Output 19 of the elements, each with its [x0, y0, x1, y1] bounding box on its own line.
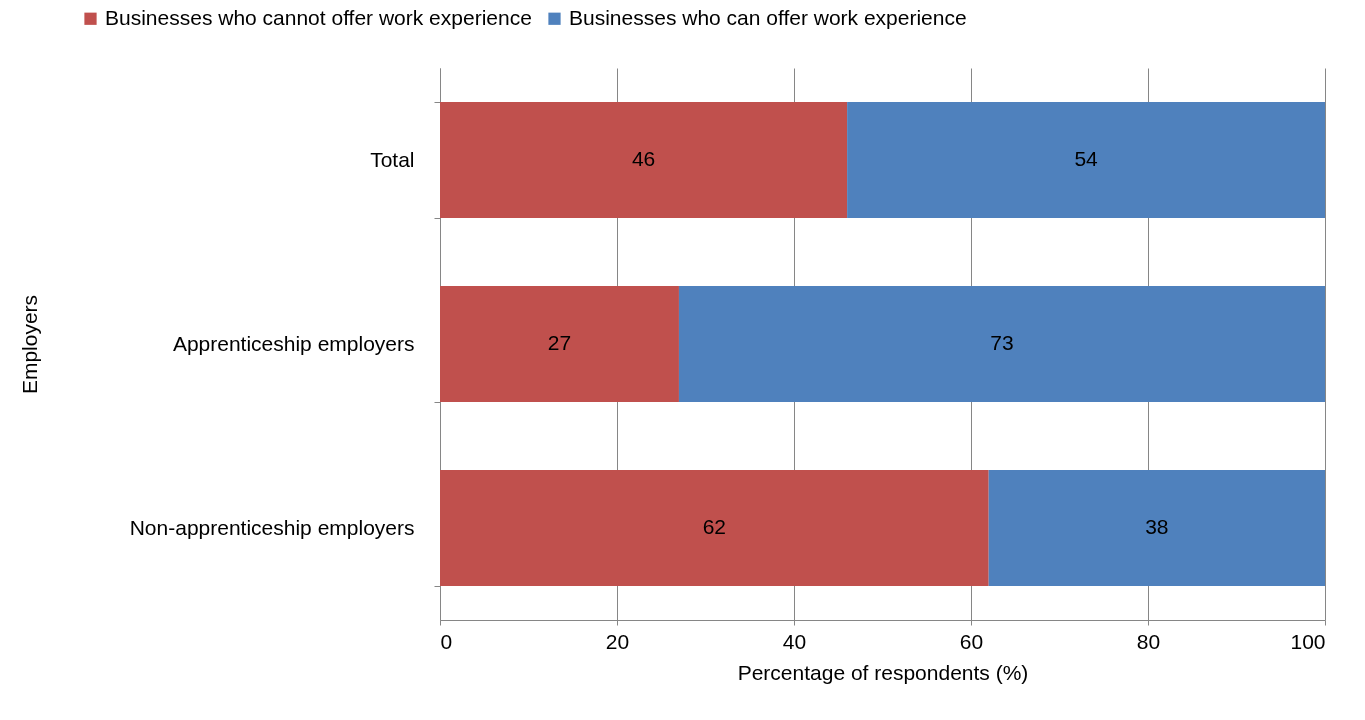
- data-label: 46: [631, 147, 656, 170]
- legend-label: Businesses who can offer work experience: [569, 5, 967, 29]
- data-label: 54: [1074, 147, 1099, 170]
- x-tick-label: 20: [605, 629, 630, 653]
- x-tick-label: 40: [782, 629, 807, 653]
- y-tick-label: Total: [370, 147, 415, 171]
- data-label: 73: [990, 331, 1014, 354]
- x-tick-label: 60: [959, 629, 984, 653]
- x-axis-title: Percentage of respondents (%): [737, 660, 1029, 684]
- y-tick-label: Non-apprenticeship employers: [129, 515, 415, 539]
- data-label: 27: [547, 331, 572, 354]
- data-label: 38: [1145, 515, 1169, 538]
- x-tick-label: 0: [440, 629, 453, 653]
- x-tick-label: 80: [1136, 629, 1161, 653]
- y-tick-label: Apprenticeship employers: [172, 331, 415, 355]
- data-label: 62: [702, 515, 727, 538]
- y-axis-title: Employers: [17, 294, 41, 395]
- x-tick-label: 100: [1290, 629, 1326, 653]
- legend-label: Businesses who cannot offer work experience: [105, 5, 532, 29]
